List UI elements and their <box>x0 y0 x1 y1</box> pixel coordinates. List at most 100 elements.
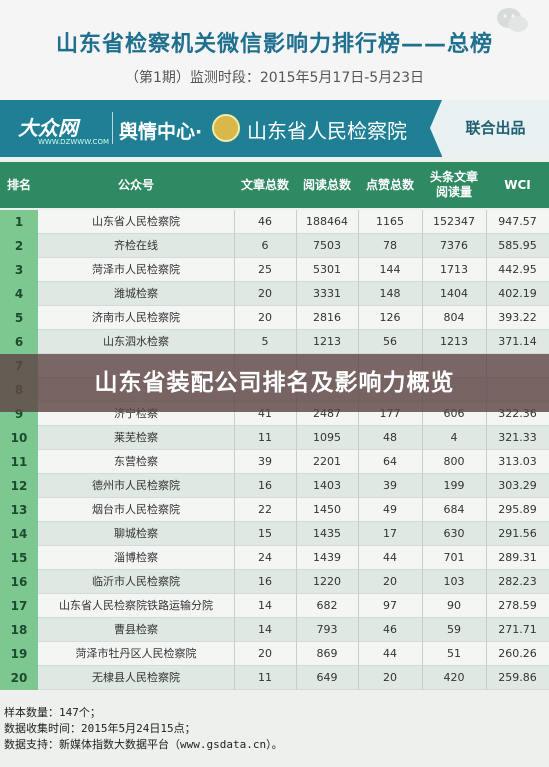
name-cell: 曹县检察 <box>114 623 158 636</box>
column-divider <box>234 618 235 642</box>
likes-cell: 44 <box>383 551 397 564</box>
articles-cell: 16 <box>258 575 272 588</box>
table-row: 13 烟台市人民检察院 22 1450 49 684 295.89 <box>0 498 549 522</box>
top-reads-cell: 199 <box>443 479 465 492</box>
reads-cell: 188464 <box>306 215 348 228</box>
rank-cell: 12 <box>0 474 38 498</box>
overlay-banner <box>0 354 549 412</box>
column-divider <box>296 474 297 498</box>
table-row: 18 曹县检察 14 793 46 59 271.71 <box>0 618 549 642</box>
reads-cell: 1095 <box>313 431 341 444</box>
column-divider <box>296 306 297 330</box>
column-divider <box>422 570 423 594</box>
name-cell: 临沂市人民检察院 <box>92 575 180 588</box>
table-row: 19 菏泽市牡丹区人民检察院 20 869 44 51 260.26 <box>0 642 549 666</box>
likes-cell: 144 <box>379 263 401 276</box>
wci-cell: 393.22 <box>498 311 537 324</box>
column-divider <box>486 282 487 306</box>
header-area <box>0 0 549 100</box>
wci-cell: 371.14 <box>498 335 537 348</box>
reads-cell: 1403 <box>313 479 341 492</box>
wci-cell: 585.95 <box>498 239 537 252</box>
likes-cell: 20 <box>383 671 397 684</box>
column-divider <box>422 306 423 330</box>
articles-cell: 16 <box>258 479 272 492</box>
row-background <box>38 522 549 546</box>
top-reads-cell: 630 <box>443 527 465 540</box>
banner-divider <box>112 112 113 144</box>
column-divider <box>486 258 487 282</box>
name-cell: 东营检察 <box>114 455 158 468</box>
row-background <box>38 306 549 330</box>
column-divider <box>358 594 359 618</box>
name-cell: 德州市人民检察院 <box>92 479 180 492</box>
table-row: 20 无棣县人民检察院 11 649 20 420 259.86 <box>0 666 549 690</box>
table-row: 14 聊城检察 15 1435 17 630 291.56 <box>0 522 549 546</box>
reads-cell: 2201 <box>313 455 341 468</box>
page-subtitle: （第1期）监测时段：2015年5月17日-5月23日 <box>124 70 425 86</box>
column-divider <box>422 666 423 690</box>
column-divider <box>234 546 235 570</box>
column-divider <box>234 642 235 666</box>
reads-cell: 1220 <box>313 575 341 588</box>
name-cell: 聊城检察 <box>114 527 158 540</box>
row-background <box>38 258 549 282</box>
header-likes: 点赞总数 <box>365 177 414 192</box>
column-divider <box>486 594 487 618</box>
column-divider <box>296 666 297 690</box>
column-divider <box>234 570 235 594</box>
row-background <box>38 498 549 522</box>
column-divider <box>486 666 487 690</box>
articles-cell: 25 <box>258 263 272 276</box>
wci-cell: 442.95 <box>498 263 537 276</box>
likes-cell: 1165 <box>376 215 404 228</box>
column-divider <box>358 282 359 306</box>
reads-cell: 649 <box>316 671 338 684</box>
column-divider <box>486 642 487 666</box>
row-background <box>38 594 549 618</box>
rank-cell: 5 <box>0 306 38 330</box>
wechat-icon <box>497 8 528 32</box>
column-divider <box>486 306 487 330</box>
likes-cell: 64 <box>383 455 397 468</box>
wci-cell: 260.26 <box>498 647 537 660</box>
sample-size: 样本数量：147个； <box>4 706 101 719</box>
articles-cell: 6 <box>261 239 269 252</box>
likes-cell: 126 <box>379 311 401 324</box>
table-row: 17 山东省人民检察院铁路运输分院 14 682 97 90 278.59 <box>0 594 549 618</box>
rank-cell: 11 <box>0 450 38 474</box>
table-row: 3 菏泽市人民检察院 25 5301 144 1713 442.95 <box>0 258 549 282</box>
column-divider <box>358 618 359 642</box>
top-reads-cell: 51 <box>447 647 461 660</box>
column-divider <box>422 426 423 450</box>
rank-cell: 4 <box>0 282 38 306</box>
rank-cell: 16 <box>0 570 38 594</box>
likes-cell: 48 <box>383 431 397 444</box>
table-row: 16 临沂市人民检察院 16 1220 20 103 282.23 <box>0 570 549 594</box>
column-divider <box>296 258 297 282</box>
column-divider <box>358 426 359 450</box>
wci-cell: 278.59 <box>498 599 537 612</box>
reads-cell: 869 <box>316 647 338 660</box>
name-cell: 淄博检察 <box>114 551 158 564</box>
likes-cell: 44 <box>383 647 397 660</box>
overlay-title: 山东省装配公司排名及影响力概览 <box>94 370 455 396</box>
column-divider <box>234 426 235 450</box>
column-divider <box>422 330 423 354</box>
column-divider <box>422 546 423 570</box>
column-divider <box>234 258 235 282</box>
table-row: 11 东营检察 39 2201 64 800 313.03 <box>0 450 549 474</box>
column-divider <box>234 594 235 618</box>
logo-text: 大众网 <box>18 116 78 140</box>
likes-cell: 20 <box>383 575 397 588</box>
column-divider <box>234 210 235 234</box>
name-cell: 齐检在线 <box>114 239 158 252</box>
wci-cell: 291.56 <box>498 527 537 540</box>
rank-cell: 15 <box>0 546 38 570</box>
rank-cell: 19 <box>0 642 38 666</box>
column-divider <box>422 450 423 474</box>
rank-cell: 18 <box>0 618 38 642</box>
procuratorate-emblem-icon <box>212 114 240 142</box>
wci-cell: 282.23 <box>498 575 537 588</box>
articles-cell: 5 <box>261 335 269 348</box>
